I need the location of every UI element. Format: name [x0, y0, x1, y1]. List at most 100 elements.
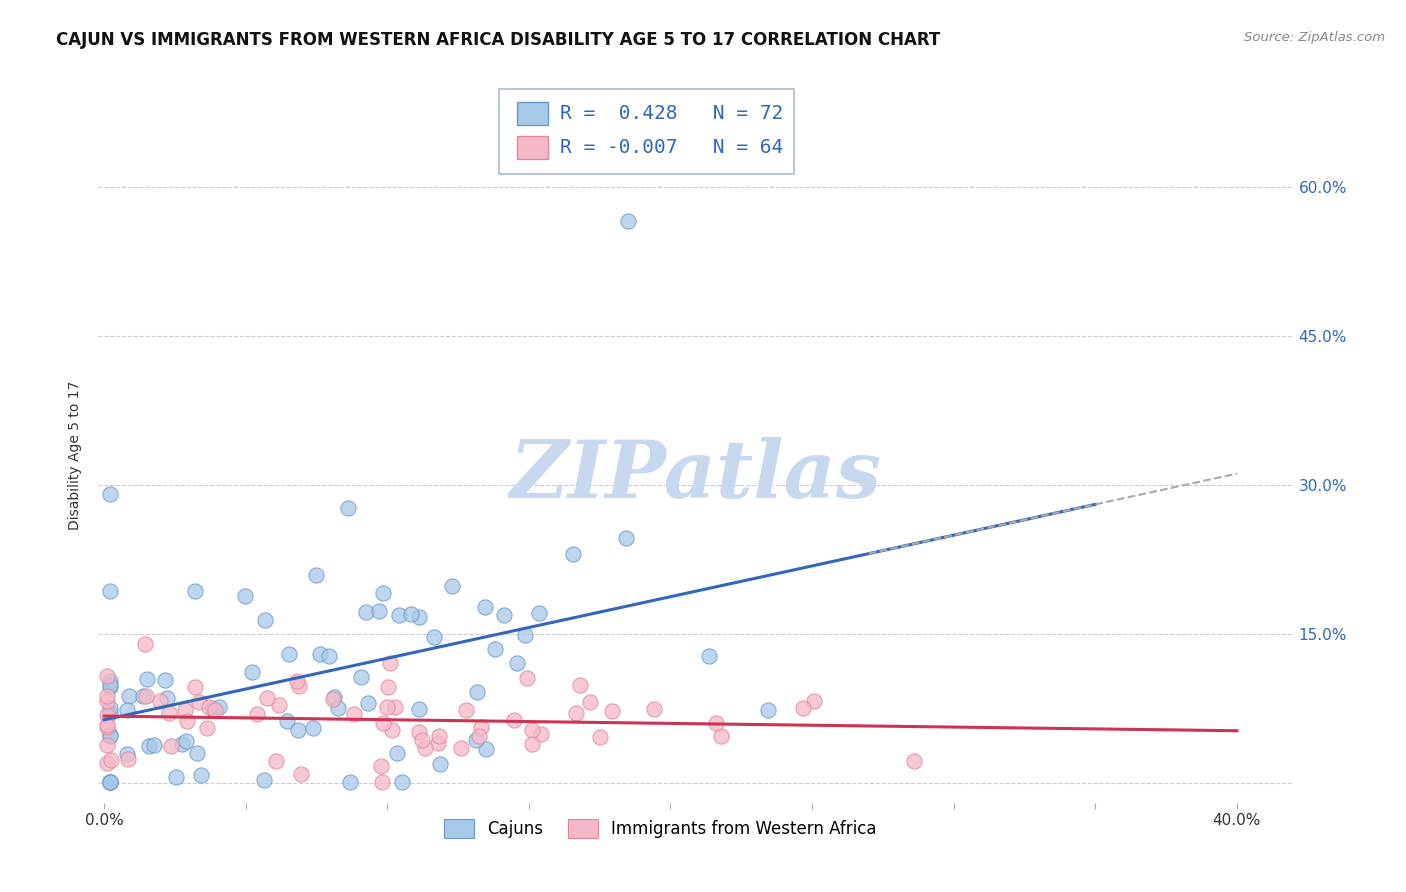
- Point: [391, 775, 413, 789]
- Point: [287, 723, 309, 738]
- Point: [160, 739, 183, 754]
- Point: [240, 665, 263, 679]
- Point: [704, 715, 727, 730]
- Point: [492, 607, 515, 622]
- Point: [450, 740, 472, 755]
- Point: [285, 673, 308, 688]
- Point: [614, 532, 637, 546]
- Point: [710, 730, 733, 744]
- Text: ZIPatlas: ZIPatlas: [510, 437, 882, 515]
- Point: [318, 649, 340, 664]
- Point: [134, 637, 156, 651]
- Point: [643, 702, 665, 716]
- Point: [98, 700, 121, 714]
- Point: [135, 690, 157, 704]
- Point: [371, 775, 394, 789]
- Point: [465, 732, 488, 747]
- Point: [96, 718, 118, 732]
- Point: [350, 670, 373, 684]
- Point: [378, 656, 401, 670]
- Point: [357, 696, 380, 710]
- Point: [903, 754, 925, 768]
- Point: [520, 737, 543, 751]
- Point: [186, 746, 208, 760]
- Point: [408, 725, 430, 739]
- Point: [413, 740, 436, 755]
- Text: CAJUN VS IMMIGRANTS FROM WESTERN AFRICA DISABILITY AGE 5 TO 17 CORRELATION CHART: CAJUN VS IMMIGRANTS FROM WESTERN AFRICA …: [56, 31, 941, 49]
- Point: [579, 695, 602, 709]
- Point: [323, 690, 346, 704]
- Point: [568, 678, 591, 692]
- Y-axis label: Disability Age 5 to 17: Disability Age 5 to 17: [69, 380, 83, 530]
- Point: [174, 703, 197, 717]
- Point: [204, 703, 226, 717]
- Point: [339, 775, 361, 789]
- Point: [253, 772, 276, 787]
- Point: [354, 605, 377, 619]
- Point: [98, 706, 121, 721]
- Point: [201, 701, 224, 715]
- Point: [208, 699, 231, 714]
- Point: [117, 752, 139, 766]
- Point: [370, 759, 392, 773]
- Point: [505, 656, 527, 670]
- Point: [468, 729, 491, 743]
- Point: [617, 214, 640, 228]
- Point: [792, 701, 814, 715]
- Point: [117, 702, 139, 716]
- Point: [98, 728, 121, 742]
- Point: [157, 706, 180, 720]
- Point: [155, 673, 177, 687]
- Point: [475, 741, 498, 756]
- Point: [149, 694, 172, 708]
- Point: [96, 668, 118, 682]
- Point: [513, 628, 536, 642]
- Point: [423, 631, 446, 645]
- Point: [256, 691, 278, 706]
- Point: [98, 775, 121, 789]
- Point: [381, 723, 404, 738]
- Point: [427, 730, 450, 744]
- Point: [561, 547, 583, 561]
- Point: [156, 691, 179, 706]
- Point: [96, 689, 118, 703]
- Point: [697, 648, 720, 663]
- Point: [326, 701, 349, 715]
- Point: [373, 716, 395, 731]
- Point: [530, 727, 553, 741]
- Point: [195, 721, 218, 735]
- Point: [98, 775, 121, 789]
- Point: [516, 671, 538, 685]
- Point: [278, 648, 301, 662]
- Point: [429, 757, 451, 772]
- Point: [253, 613, 276, 627]
- Point: [245, 707, 267, 722]
- Point: [98, 680, 121, 694]
- Point: [233, 589, 256, 603]
- Point: [96, 738, 118, 752]
- Point: [98, 584, 121, 599]
- Point: [290, 767, 312, 781]
- Point: [198, 700, 221, 714]
- Point: [96, 720, 118, 734]
- Point: [96, 756, 118, 771]
- Point: [309, 647, 332, 661]
- Point: [503, 713, 526, 727]
- Point: [375, 700, 398, 714]
- Point: [371, 586, 394, 600]
- Point: [267, 698, 290, 712]
- Point: [336, 501, 359, 516]
- Point: [138, 739, 160, 753]
- Legend: Cajuns, Immigrants from Western Africa: Cajuns, Immigrants from Western Africa: [436, 811, 884, 847]
- Point: [474, 599, 496, 614]
- Point: [98, 775, 121, 789]
- Point: [98, 678, 121, 692]
- Point: [98, 486, 121, 500]
- Point: [470, 720, 492, 734]
- Point: [302, 722, 325, 736]
- Point: [172, 737, 194, 751]
- Point: [184, 681, 207, 695]
- Point: [276, 714, 298, 728]
- Text: R = -0.007   N = 64: R = -0.007 N = 64: [560, 137, 783, 157]
- Point: [529, 607, 551, 621]
